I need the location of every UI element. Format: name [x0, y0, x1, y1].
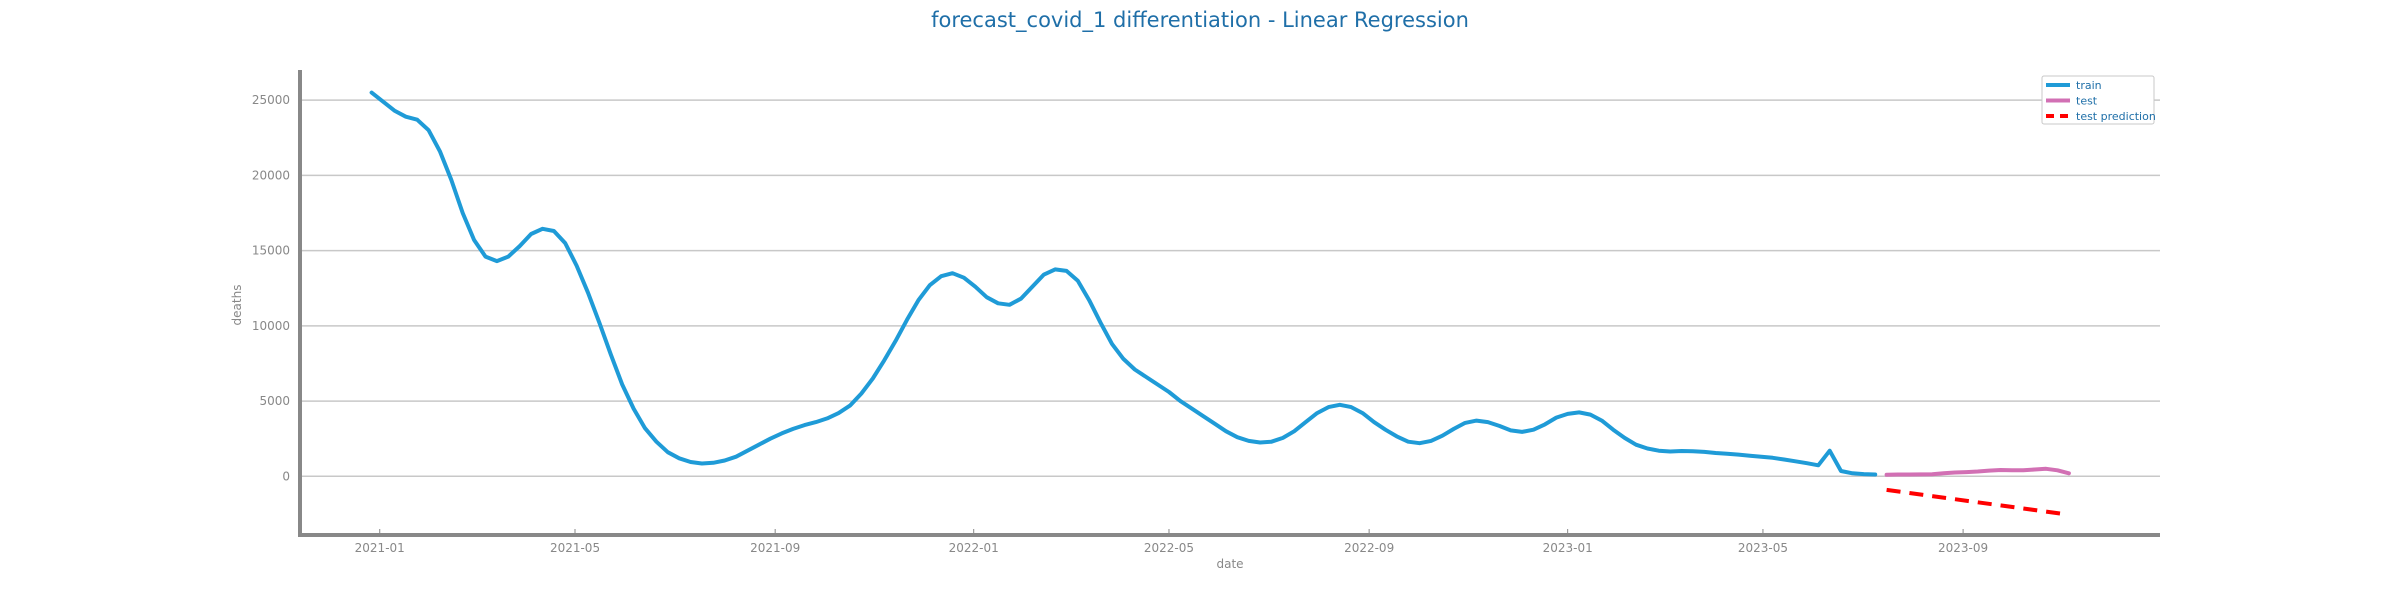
tick-labels: 0 5000 10000 15000 20000 25000 2021-01 2021-05 2… — [252, 93, 1988, 555]
x-tick-label: 2022-09 — [1344, 541, 1394, 555]
legend: train test test prediction — [2041, 75, 2156, 125]
series-line-test — [1884, 466, 2071, 477]
series-line-train — [369, 90, 1878, 477]
legend-label: train — [2076, 79, 2102, 92]
y-tick-label: 20000 — [252, 168, 290, 182]
y-tick-label: 15000 — [252, 244, 290, 258]
legend-box — [2041, 75, 2155, 125]
legend-label: test prediction — [2076, 110, 2156, 123]
x-tick-label: 2023-09 — [1938, 541, 1988, 555]
axes — [298, 70, 2160, 537]
y-tick-label: 10000 — [252, 319, 290, 333]
x-tick-label: 2021-01 — [355, 541, 405, 555]
series-line-test-prediction — [1886, 487, 2070, 517]
x-tick-label: 2021-09 — [750, 541, 800, 555]
y-tick-label: 25000 — [252, 93, 290, 107]
y-axis-label: deaths — [230, 285, 244, 326]
y-tick-label: 5000 — [259, 394, 290, 408]
series-layer — [369, 90, 2071, 517]
legend-label: test — [2076, 95, 2098, 108]
x-tick-label: 2023-01 — [1543, 541, 1593, 555]
x-tick-label: 2022-01 — [949, 541, 999, 555]
chart-title: forecast_covid_1 differentiation - Linea… — [931, 8, 1469, 33]
y-tick-label: 0 — [282, 469, 290, 483]
x-tick-label: 2022-05 — [1144, 541, 1194, 555]
gridlines — [300, 99, 2160, 478]
x-tick-label: 2023-05 — [1738, 541, 1788, 555]
x-axis-label: date — [1216, 557, 1243, 571]
x-tick-label: 2021-05 — [550, 541, 600, 555]
